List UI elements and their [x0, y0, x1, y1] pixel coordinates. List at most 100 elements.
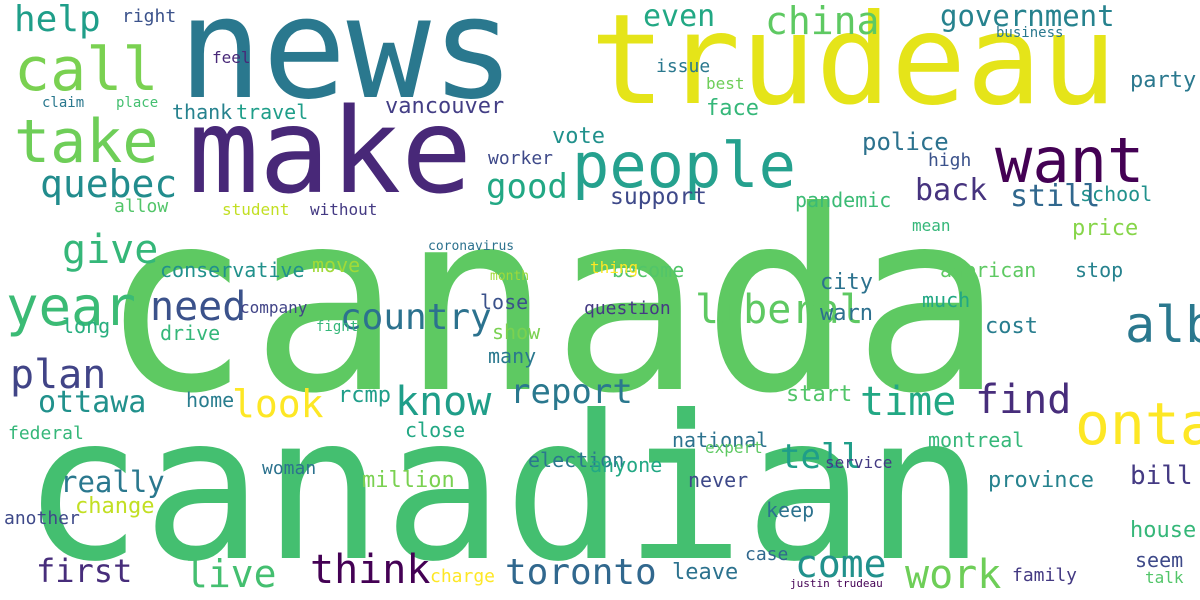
word-vancouver: vancouver	[385, 94, 505, 119]
word-news: news	[178, 0, 516, 131]
word-become: become	[612, 258, 685, 282]
word-toronto: toronto	[505, 552, 657, 593]
word-back: back	[915, 173, 988, 208]
word-alberta: alberta	[1125, 296, 1200, 354]
word-many: many	[488, 344, 537, 368]
word-year: year	[6, 275, 137, 338]
word-change: change	[75, 494, 155, 519]
word-place: place	[116, 95, 159, 111]
word-know: know	[395, 379, 492, 425]
word-election: election	[528, 448, 625, 472]
word-never: never	[688, 468, 749, 492]
word-ottawa: ottawa	[38, 385, 147, 420]
word-anyone: anyone	[590, 453, 663, 477]
word-student: student	[222, 200, 290, 219]
word-plan: plan	[10, 352, 107, 398]
word-month: month	[490, 269, 530, 284]
word-family: family	[1012, 565, 1078, 586]
word-claim: claim	[42, 95, 85, 111]
word-bill: bill	[1130, 461, 1193, 491]
word-conservative: conservative	[160, 258, 305, 282]
word-think: think	[310, 547, 431, 593]
word-help: help	[14, 0, 101, 40]
word-high: high	[928, 150, 972, 171]
word-case: case	[745, 544, 789, 565]
word-china: china	[765, 0, 880, 43]
word-much: much	[922, 288, 971, 312]
word-montreal: montreal	[928, 428, 1025, 452]
word-work: work	[905, 552, 1002, 598]
word-live: live	[185, 552, 277, 596]
word-government: government	[940, 0, 1115, 33]
word-drive: drive	[160, 321, 221, 345]
word-liberal: liberal	[695, 287, 864, 333]
word-charge: charge	[430, 566, 496, 587]
word-call: call	[14, 35, 159, 105]
word-stop: stop	[1075, 258, 1124, 282]
word-travel: travel	[236, 100, 309, 124]
word-woman: woman	[262, 458, 317, 479]
word-federal: federal	[8, 423, 84, 444]
word-company: company	[240, 298, 308, 317]
word-first: first	[36, 552, 133, 590]
word-talk: talk	[1145, 568, 1184, 587]
word-national: national	[672, 428, 769, 452]
word-really: really	[60, 465, 165, 499]
word-keep: keep	[766, 498, 815, 522]
word-american: american	[940, 258, 1037, 282]
word-come: come	[795, 542, 887, 586]
word-canadian: canadian	[22, 373, 986, 600]
word-seem: seem	[1135, 548, 1184, 572]
word-time: time	[860, 379, 957, 425]
word-fight: fight	[316, 319, 359, 335]
word-city: city	[820, 270, 873, 295]
word-ontario: ontario	[1075, 390, 1200, 458]
word-party: party	[1130, 68, 1197, 93]
word-school: school	[1080, 182, 1153, 206]
word-leave: leave	[672, 560, 739, 585]
word-good: good	[486, 167, 568, 207]
word-tell: tell	[780, 437, 862, 477]
word-trudeau: trudeau	[590, 0, 1117, 133]
word-house: house	[1130, 518, 1197, 543]
word-country: country	[340, 297, 492, 338]
word-thank: thank	[172, 100, 233, 124]
word-without: without	[310, 200, 378, 219]
word-make: make	[188, 82, 473, 220]
word-price: price	[1072, 216, 1139, 241]
word-need: need	[150, 284, 247, 330]
word-rcmp: rcmp	[338, 383, 391, 408]
word-close: close	[405, 418, 466, 442]
word-vote: vote	[552, 124, 605, 149]
word-million: million	[362, 468, 455, 493]
word-report: report	[510, 372, 633, 412]
word-police: police	[862, 128, 949, 156]
word-find: find	[975, 377, 1072, 423]
word-move: move	[312, 253, 361, 277]
word-take: take	[14, 107, 159, 177]
word-province: province	[988, 468, 1094, 493]
word-coronavirus: coronavirus	[428, 239, 515, 254]
word-justin-trudeau: justin trudeau	[790, 577, 883, 590]
word-feel: feel	[212, 48, 251, 67]
word-worker: worker	[488, 148, 554, 169]
word-people: people	[572, 129, 796, 202]
word-still: still	[1010, 179, 1101, 214]
word-expert: expert	[705, 438, 763, 457]
word-canada: canada	[100, 157, 1004, 448]
word-lose: lose	[480, 290, 529, 314]
word-support: support	[610, 184, 707, 210]
word-face: face	[706, 96, 759, 121]
word-even: even	[643, 0, 716, 34]
word-warn: warn	[820, 301, 873, 326]
word-want: want	[995, 124, 1145, 197]
word-pandemic: pandemic	[795, 188, 892, 212]
word-service: service	[825, 453, 893, 472]
word-start: start	[786, 382, 853, 407]
word-right: right	[122, 6, 177, 27]
word-mean: mean	[912, 216, 951, 235]
word-quebec: quebec	[40, 162, 178, 206]
word-question: question	[584, 298, 671, 319]
word-home: home	[186, 388, 235, 412]
